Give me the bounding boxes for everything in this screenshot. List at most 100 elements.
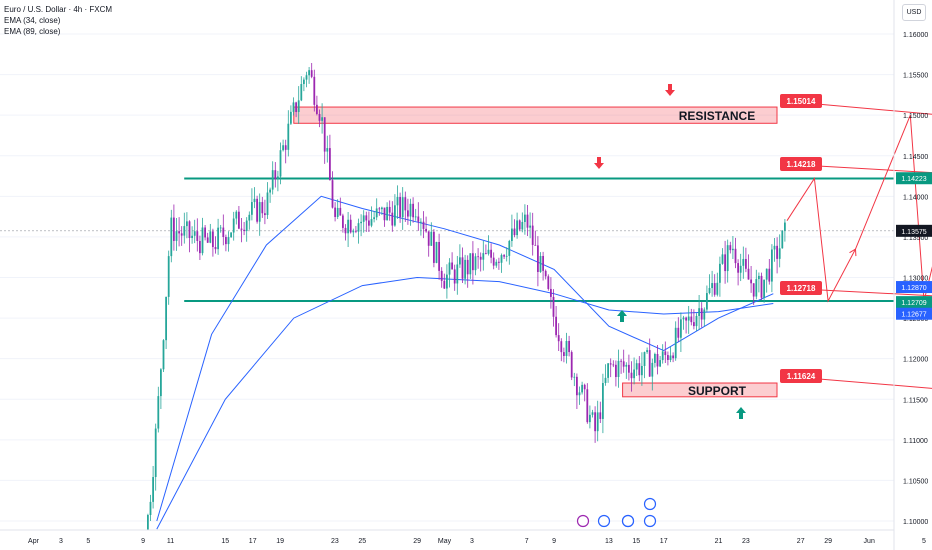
x-tick-label: 5 xyxy=(922,538,926,545)
candle-body xyxy=(716,282,719,295)
middle-level-value: 1.12718 xyxy=(787,284,816,293)
candle-body xyxy=(287,123,290,150)
candle-body xyxy=(284,145,287,150)
candle-body xyxy=(243,229,245,232)
candle-body xyxy=(490,249,492,258)
candle-body xyxy=(313,76,316,105)
candle-body xyxy=(563,352,565,356)
candle-body xyxy=(633,369,635,379)
grid xyxy=(0,33,894,522)
candle-body xyxy=(651,362,654,377)
candle-body xyxy=(685,317,687,321)
candle-body xyxy=(781,230,784,249)
candle-body xyxy=(269,189,271,193)
support-zone xyxy=(622,382,778,398)
candle-body xyxy=(768,268,771,282)
candle-body xyxy=(664,351,667,356)
candle-body xyxy=(487,249,490,254)
candle-body xyxy=(771,249,773,282)
price-badge xyxy=(896,281,932,294)
middle-level-connector xyxy=(782,287,932,297)
candle-body xyxy=(331,180,334,208)
candle-body xyxy=(235,211,238,219)
y-tick-label: 1.13000 xyxy=(903,276,928,283)
candle-body xyxy=(726,245,729,272)
resistance-level-connector xyxy=(782,100,932,115)
candle-body xyxy=(565,340,568,356)
candle-body xyxy=(362,215,365,222)
x-tick-label: 15 xyxy=(632,538,640,545)
candle-body xyxy=(581,384,583,393)
candle-body xyxy=(524,214,526,223)
chart-legend: Euro / U.S. Dollar · 4h · FXCM EMA (34, … xyxy=(4,4,112,37)
ema-lines xyxy=(156,195,774,530)
candle-body xyxy=(656,353,659,367)
candle-body xyxy=(329,148,331,181)
y-tick-label: 1.10000 xyxy=(903,519,928,526)
candle-body xyxy=(157,396,160,429)
candle-body xyxy=(321,117,323,121)
candle-body xyxy=(555,316,557,336)
candle-body xyxy=(630,372,633,379)
candle-body xyxy=(214,247,217,250)
candle-body xyxy=(459,257,461,265)
candle-body xyxy=(365,215,368,221)
candle-body xyxy=(391,212,394,226)
candle-body xyxy=(583,384,586,390)
support-level-connector xyxy=(782,375,932,389)
candle-body xyxy=(394,205,396,226)
candle-body xyxy=(175,231,178,241)
candle-body xyxy=(165,296,167,341)
y-tick-label: 1.10500 xyxy=(903,478,928,485)
candle-body xyxy=(602,382,604,419)
candle-body xyxy=(295,102,297,113)
candle-body xyxy=(776,245,778,259)
candle-body xyxy=(711,283,713,289)
price-badge-value: 1.12870 xyxy=(901,285,926,292)
ema34-legend: EMA (34, close) xyxy=(4,16,61,25)
candle-body xyxy=(721,254,724,264)
candle-body xyxy=(383,207,386,221)
candle-body xyxy=(318,113,321,121)
candle-body xyxy=(755,279,758,297)
candle-body xyxy=(183,226,186,236)
candle-body xyxy=(170,217,173,257)
candle-body xyxy=(737,263,739,273)
candle-body xyxy=(342,215,344,228)
y-tick-label: 1.14500 xyxy=(903,154,928,161)
candle-body xyxy=(453,269,456,284)
candle-body xyxy=(589,414,591,423)
candle-body xyxy=(201,227,204,254)
candle-body xyxy=(248,214,251,221)
candle-body xyxy=(290,111,292,124)
candle-body xyxy=(560,341,563,353)
candle-body xyxy=(414,216,417,218)
candle-body xyxy=(461,257,464,279)
candle-body xyxy=(149,501,152,515)
candle-body xyxy=(552,296,555,317)
event-icon xyxy=(643,497,657,511)
currency-button[interactable]: USD xyxy=(902,4,926,21)
candle-body xyxy=(206,237,209,243)
candle-body xyxy=(526,214,529,228)
candle-body xyxy=(217,227,219,250)
x-tick-label: Jun xyxy=(864,538,875,545)
candle-body xyxy=(196,231,199,241)
candle-body xyxy=(511,228,513,242)
candle-body xyxy=(628,364,630,373)
y-tick-label: 1.13500 xyxy=(903,235,928,242)
x-tick-label: 7 xyxy=(525,538,529,545)
candle-body xyxy=(360,221,362,224)
candle-body xyxy=(609,363,612,365)
candle-body xyxy=(760,275,763,298)
event-icon xyxy=(576,514,590,528)
middle-level-callout xyxy=(780,281,822,295)
candle-body xyxy=(396,197,399,206)
x-tick-label: 9 xyxy=(141,538,145,545)
candle-body xyxy=(464,259,466,279)
candle-body xyxy=(516,220,518,236)
candle-body xyxy=(401,197,404,218)
candle-body xyxy=(162,340,165,370)
candle-body xyxy=(167,256,170,297)
